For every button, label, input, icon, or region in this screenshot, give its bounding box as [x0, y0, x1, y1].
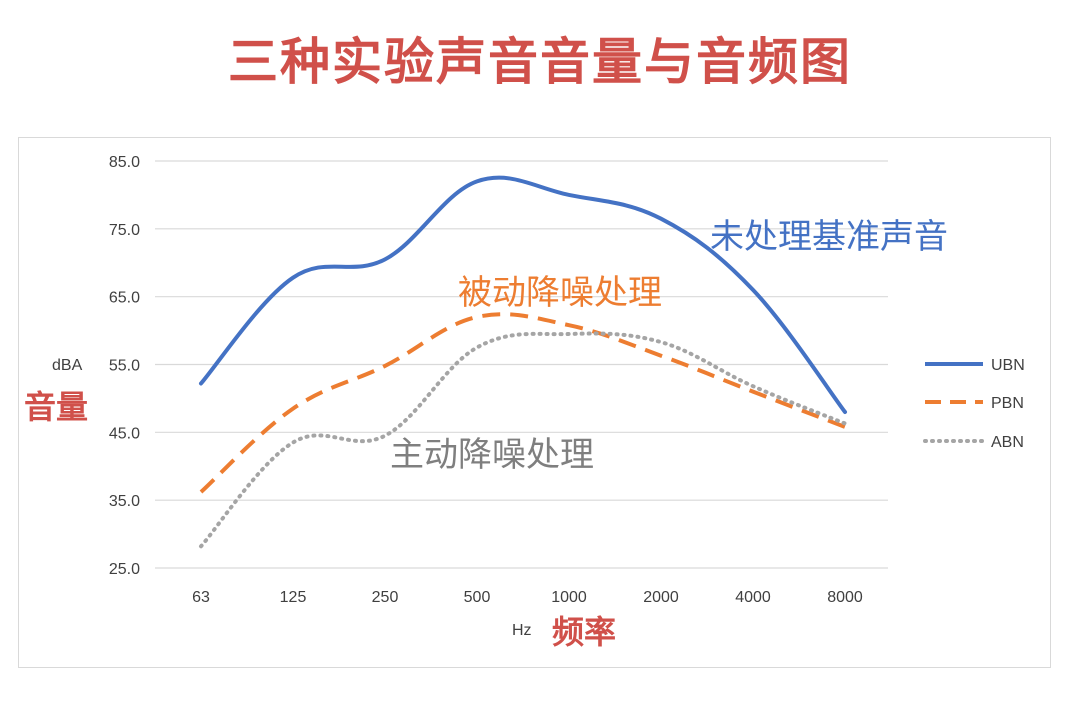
x-tick-label: 1000 — [551, 589, 587, 606]
y-axis-unit: dBA — [52, 357, 83, 374]
legend: UBN PBN ABN — [923, 357, 1025, 451]
legend-abn-label: ABN — [991, 434, 1024, 451]
y-tick-label: 35.0 — [109, 493, 140, 510]
x-tick-label: 250 — [372, 589, 399, 606]
series-line-abn — [199, 331, 847, 549]
series-lines — [199, 175, 847, 549]
chart-panel — [18, 137, 1051, 668]
x-axis-label-cn: 频率 — [552, 613, 616, 651]
y-axis-label-cn: 音量 — [24, 388, 88, 426]
series-line-ubn — [199, 175, 847, 414]
y-tick-label: 65.0 — [109, 290, 140, 307]
legend-pbn-label: PBN — [991, 395, 1024, 412]
x-tick-label: 4000 — [735, 589, 771, 606]
legend-ubn-label: UBN — [991, 357, 1025, 374]
y-tick-label: 45.0 — [109, 425, 140, 442]
x-tick-label: 63 — [192, 589, 210, 606]
x-tick-label: 2000 — [643, 589, 679, 606]
x-axis-unit: Hz — [512, 622, 532, 639]
series-line-pbn — [199, 312, 846, 494]
y-tick-label: 55.0 — [109, 358, 140, 375]
x-tick-label: 8000 — [827, 589, 863, 606]
annotation-ubn: 未处理基准声音 — [710, 217, 948, 257]
x-tick-label: 500 — [464, 589, 491, 606]
page-title: 三种实验声音音量与音频图 — [228, 33, 852, 91]
x-axis-ticks: 63 125 250 500 1000 2000 4000 8000 — [192, 589, 863, 606]
annotation-pbn: 被动降噪处理 — [458, 273, 662, 313]
annotation-abn: 主动降噪处理 — [390, 435, 594, 475]
y-tick-label: 85.0 — [109, 154, 140, 171]
y-tick-label: 75.0 — [109, 222, 140, 239]
y-axis-ticks: 25.0 35.0 45.0 55.0 65.0 75.0 85.0 — [109, 154, 140, 578]
y-tick-label: 25.0 — [109, 561, 140, 578]
x-tick-label: 125 — [280, 589, 307, 606]
gridlines — [155, 160, 888, 569]
